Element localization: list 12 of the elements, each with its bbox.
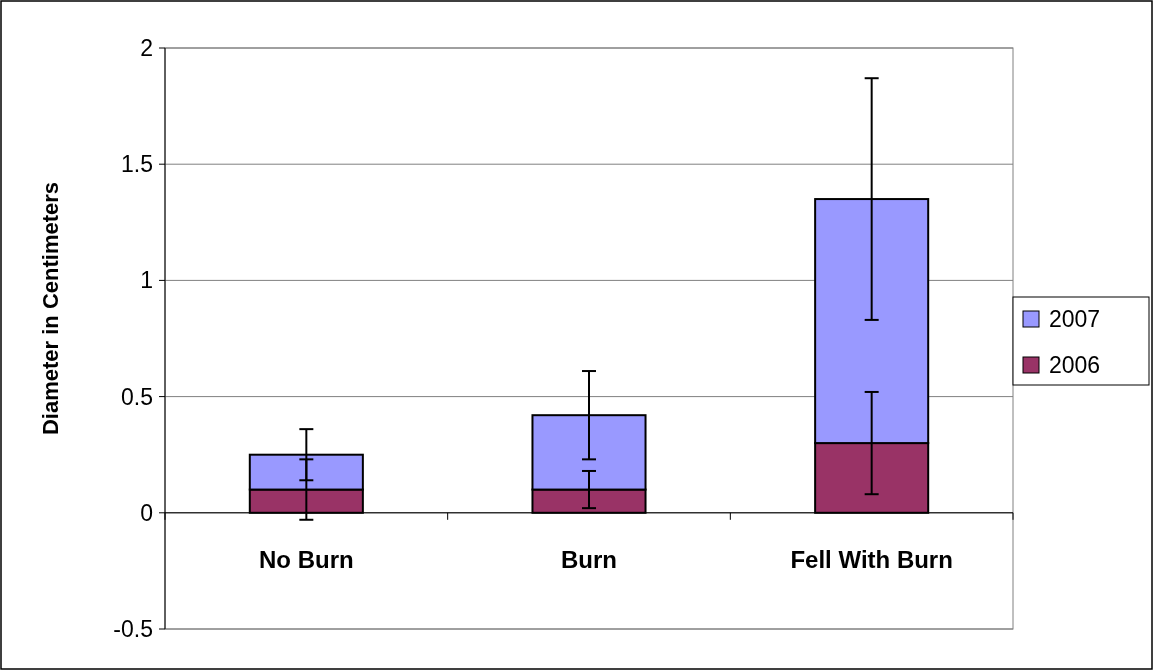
y-tick-label: 0 <box>140 499 153 526</box>
y-tick-label: 0.5 <box>121 383 153 410</box>
y-axis-title: Diameter in Centimeters <box>38 181 63 436</box>
x-tick-label: No Burn <box>259 545 354 573</box>
x-tick-label: Fell With Burn <box>790 545 953 573</box>
legend-label: 2007 <box>1049 306 1101 333</box>
y-tick-label: 1.5 <box>121 151 153 178</box>
y-tick-label: 1 <box>140 267 153 294</box>
x-tick-label: Burn <box>561 545 617 573</box>
y-tick-label: -0.5 <box>113 616 153 643</box>
legend-label: 2006 <box>1049 352 1101 379</box>
y-tick-label: 2 <box>140 35 153 62</box>
